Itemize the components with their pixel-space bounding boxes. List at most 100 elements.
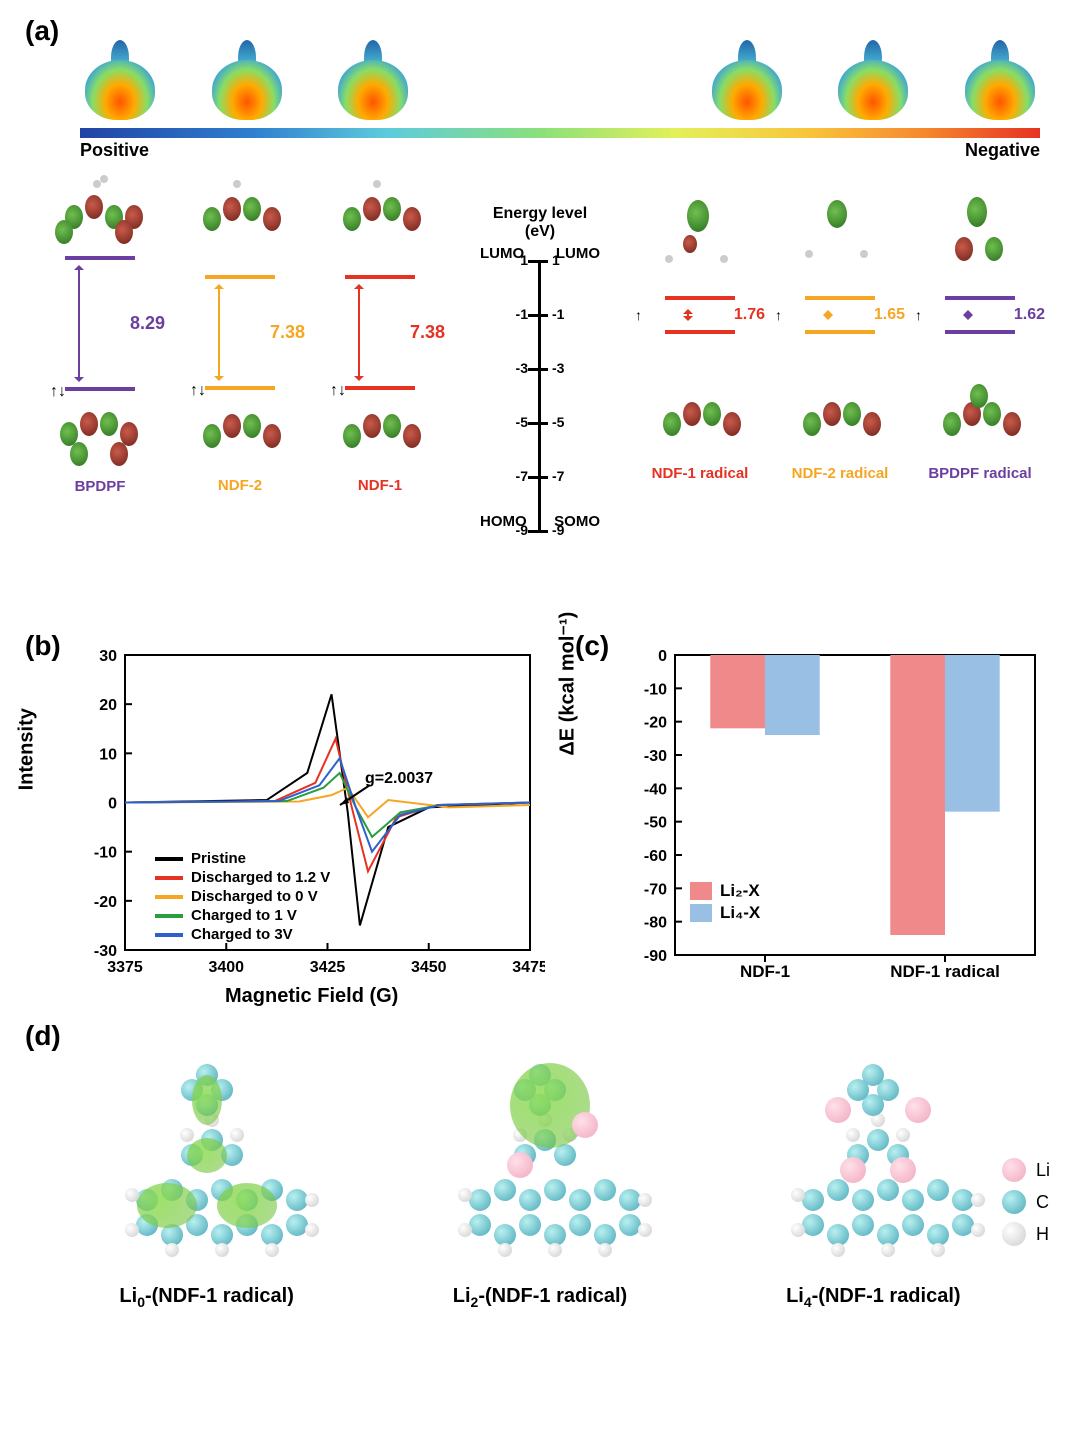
svg-text:3400: 3400 <box>208 959 244 976</box>
annotation-arrow-icon <box>335 780 375 810</box>
orbital-col-ndf2: 7.38 ↑↓ NDF-2 <box>175 175 305 600</box>
gap-arrow-icon <box>358 285 360 380</box>
svg-text:-10: -10 <box>94 845 117 862</box>
molecule-name: BPDPF <box>35 478 165 495</box>
svg-text:NDF-1: NDF-1 <box>740 962 790 981</box>
lumo-level <box>805 296 875 300</box>
lumo-orbital-icon <box>785 195 895 290</box>
lumo-orbital-icon <box>45 175 155 250</box>
somo-label: SOMO <box>554 513 600 530</box>
somo-orbital-icon <box>925 384 1035 459</box>
svg-text:-90: -90 <box>644 948 667 965</box>
esp-map <box>207 40 287 120</box>
svg-text:-20: -20 <box>644 715 667 732</box>
svg-text:-60: -60 <box>644 848 667 865</box>
somo-orbital-icon <box>785 384 895 459</box>
g-value-annotation: g=2.0037 <box>365 770 433 788</box>
panel-label-a: (a) <box>25 15 59 47</box>
panel-label-d: (d) <box>25 1020 61 1052</box>
somo-level <box>945 330 1015 334</box>
homo-orbital-icon <box>45 397 155 472</box>
svg-text:0: 0 <box>108 796 117 813</box>
lumo-orbital-icon <box>325 175 435 250</box>
gap-value: 7.38 <box>270 322 305 343</box>
molecule-name: NDF-2 <box>175 477 305 494</box>
svg-text:3375: 3375 <box>107 959 143 976</box>
lumo-label-left: LUMO <box>480 245 524 262</box>
lumo-label-right: LUMO <box>556 245 600 262</box>
somo-level <box>805 330 875 334</box>
chart-legend: PristineDischarged to 1.2 VDischarged to… <box>155 848 330 945</box>
svg-text:-20: -20 <box>94 894 117 911</box>
orbital-col-bpdpf: 8.29 ↑↓ BPDPF <box>35 175 165 600</box>
orbital-col-ndf2-radical: ↑ 1.65 NDF-2 radical <box>775 175 905 600</box>
svg-text:-40: -40 <box>644 781 667 798</box>
svg-text:20: 20 <box>99 697 117 714</box>
svg-text:-10: -10 <box>644 681 667 698</box>
gap-value: 1.76 <box>734 306 765 324</box>
homo-orbital-icon <box>325 396 435 471</box>
svg-text:-80: -80 <box>644 915 667 932</box>
orbital-col-ndf1: 7.38 ↑↓ NDF-1 <box>315 175 445 600</box>
svg-text:10: 10 <box>99 746 117 763</box>
esp-map <box>960 40 1040 120</box>
gap-value: 8.29 <box>130 313 165 334</box>
svg-text:3425: 3425 <box>310 959 346 976</box>
x-axis-label: Magnetic Field (G) <box>225 985 398 1008</box>
esp-map <box>333 40 413 120</box>
energy-axis: Energy level (eV) LUMO LUMO 11-1-1-3-3-5… <box>480 205 600 555</box>
gap-value: 1.65 <box>874 306 905 324</box>
panel-label-c: (c) <box>575 630 609 662</box>
gap-arrow-icon <box>827 311 829 319</box>
molecule-structure: Li0-(NDF-1 radical) <box>67 1050 347 1310</box>
esp-map <box>833 40 913 120</box>
svg-text:-30: -30 <box>644 748 667 765</box>
orbital-diagram: 8.29 ↑↓ BPDPF 7.38 ↑↓ NDF-2 7.38 ↑↓ <box>35 175 1045 600</box>
lumo-level <box>945 296 1015 300</box>
bar-svg: -90 -80 -70 -60 -50 -40 -30 -20 -10 0 NDF-1 NDF-1 r… <box>615 640 1045 1000</box>
esp-map-row <box>80 25 1040 120</box>
panel-label-b: (b) <box>25 630 61 662</box>
lumo-level <box>665 296 735 300</box>
molecule-name: NDF-2 radical <box>775 465 905 482</box>
svg-text:30: 30 <box>99 648 117 665</box>
y-axis-label: ΔE (kcal mol⁻¹) <box>555 612 580 756</box>
atom-legend: LiCH <box>1002 1150 1050 1254</box>
svg-text:3475: 3475 <box>512 959 545 976</box>
svg-text:3450: 3450 <box>411 959 447 976</box>
color-scale-bar <box>80 128 1040 138</box>
chart-legend: Li₂-XLi₄-X <box>690 879 760 925</box>
y-axis-label: Intensity <box>16 708 39 790</box>
gap-arrow-icon <box>78 266 80 381</box>
lumo-orbital-icon <box>185 175 295 250</box>
orbital-col-bpdpf-radical: ↑ 1.62 BPDPF radical <box>915 175 1045 600</box>
scale-label-negative: Negative <box>965 140 1040 161</box>
homo-orbital-icon <box>185 396 295 471</box>
gap-arrow-icon <box>687 310 689 320</box>
structure-label: Li4-(NDF-1 radical) <box>733 1285 1013 1310</box>
axis-title: Energy level (eV) <box>480 205 600 241</box>
gap-arrow-icon <box>967 311 969 319</box>
homo-level <box>345 386 415 390</box>
molecule-name: NDF-1 <box>315 477 445 494</box>
epr-svg: 3375 3400 3425 3450 3475 -30 -20 -10 0 10 20 30 <box>65 640 545 1000</box>
homo-label: HOMO <box>480 513 527 530</box>
svg-text:-50: -50 <box>644 815 667 832</box>
binding-energy-chart: -90 -80 -70 -60 -50 -40 -30 -20 -10 0 NDF-1 NDF-1 r… <box>615 640 1045 1000</box>
gap-value: 7.38 <box>410 322 445 343</box>
svg-text:-30: -30 <box>94 943 117 960</box>
svg-text:0: 0 <box>658 648 667 665</box>
scale-label-positive: Positive <box>80 140 149 161</box>
svg-text:-70: -70 <box>644 881 667 898</box>
epr-chart: 33753400342534503475-30-20-100102030 Int… <box>65 640 545 1000</box>
gap-arrow-icon <box>218 285 220 380</box>
svg-text:NDF-1 radical: NDF-1 radical <box>890 962 1000 981</box>
orbital-col-ndf1-radical: ↑ 1.76 NDF-1 radical <box>635 175 765 600</box>
homo-level <box>65 387 135 391</box>
molecule-name: NDF-1 radical <box>635 465 765 482</box>
lumo-orbital-icon <box>645 195 755 290</box>
somo-orbital-icon <box>645 384 755 459</box>
lumo-orbital-icon <box>925 195 1035 290</box>
somo-level <box>665 330 735 334</box>
molecule-structure: Li2-(NDF-1 radical) <box>400 1050 680 1310</box>
